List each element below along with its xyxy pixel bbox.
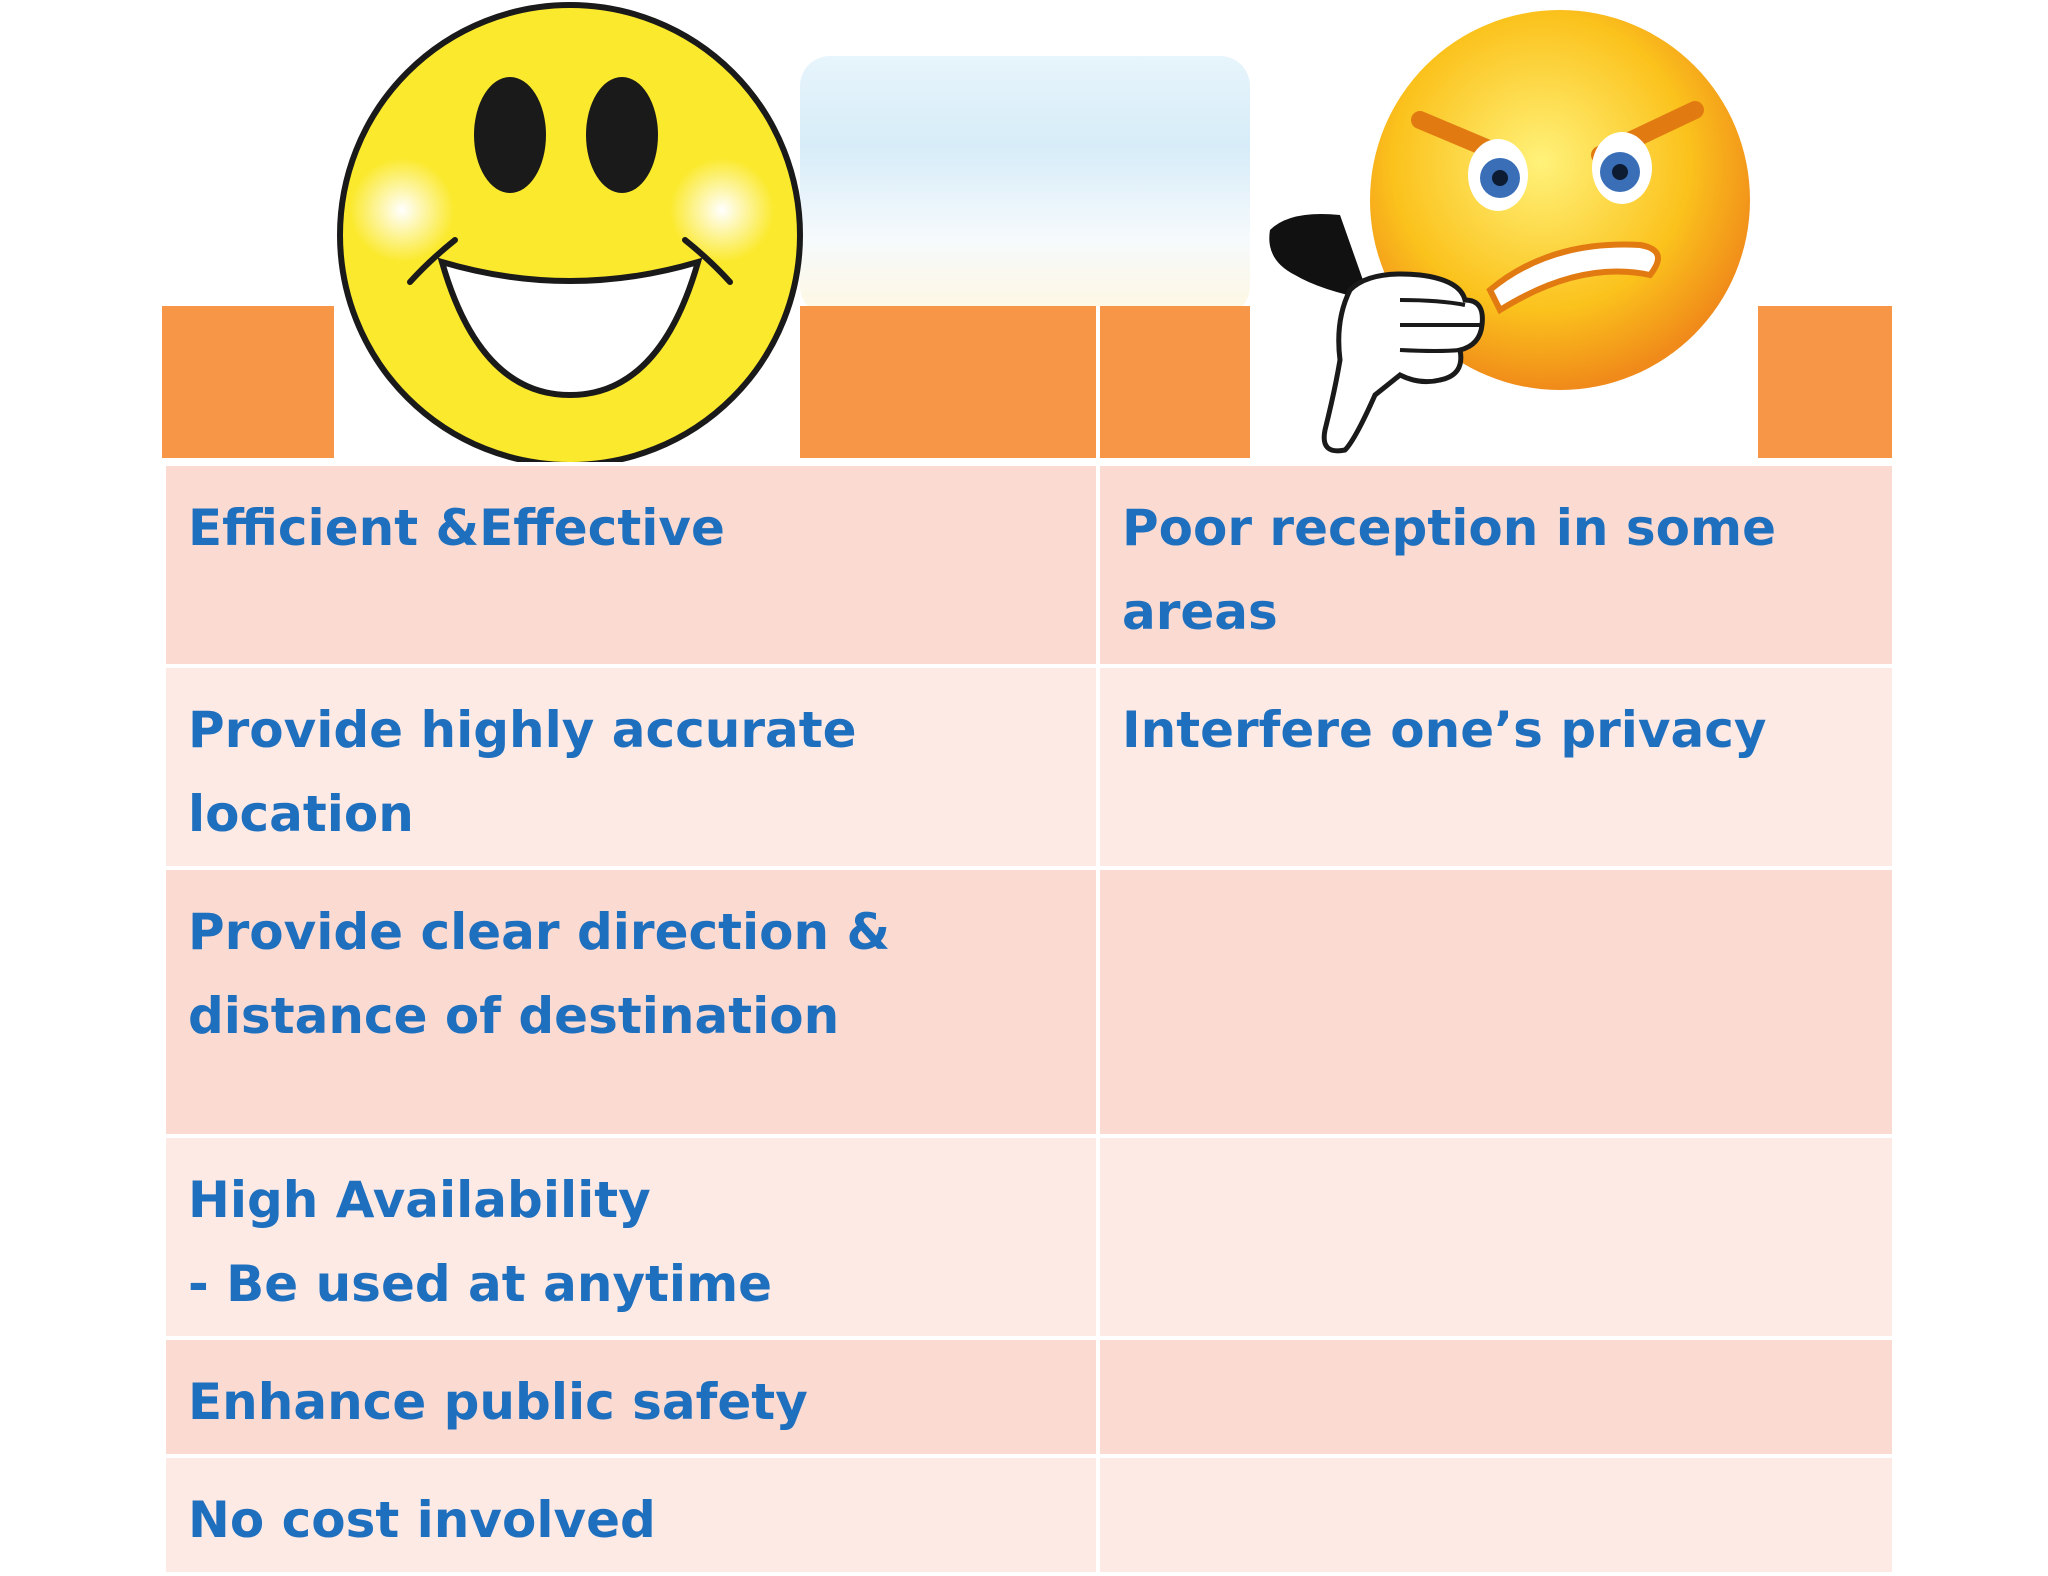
con-cell bbox=[1096, 1134, 1896, 1340]
pro-cell: Efficient &Effective bbox=[162, 462, 1100, 668]
table-row: Provide highly accurate location Interfe… bbox=[162, 664, 1896, 870]
pro-cell: Enhance public safety bbox=[162, 1336, 1100, 1458]
pro-cell: No cost involved bbox=[162, 1454, 1100, 1576]
pro-cell: Provide clear direction & distance of de… bbox=[162, 866, 1100, 1138]
table-row: High Availability - Be used at anytime bbox=[162, 1134, 1896, 1340]
con-cell bbox=[1096, 1336, 1896, 1458]
pro-cell: High Availability - Be used at anytime bbox=[162, 1134, 1100, 1340]
table-row: Provide clear direction & distance of de… bbox=[162, 866, 1896, 1138]
pro-cell: Provide highly accurate location bbox=[162, 664, 1100, 870]
table-row: Efficient &Effective Poor reception in s… bbox=[162, 462, 1896, 668]
happy-smiley-icon bbox=[337, 2, 803, 468]
con-cell bbox=[1096, 1454, 1896, 1576]
header-divider bbox=[1096, 306, 1100, 458]
table-row: No cost involved bbox=[162, 1454, 1896, 1576]
sky-background bbox=[800, 56, 1250, 316]
pros-cons-table: Efficient &Effective Poor reception in s… bbox=[162, 462, 1896, 1576]
con-cell: Poor reception in some areas bbox=[1096, 462, 1896, 668]
angry-thumbs-down-icon bbox=[1269, 10, 1750, 454]
con-cell bbox=[1096, 866, 1896, 1138]
table-row: Enhance public safety bbox=[162, 1336, 1896, 1458]
con-cell: Interfere one’s privacy bbox=[1096, 664, 1896, 870]
